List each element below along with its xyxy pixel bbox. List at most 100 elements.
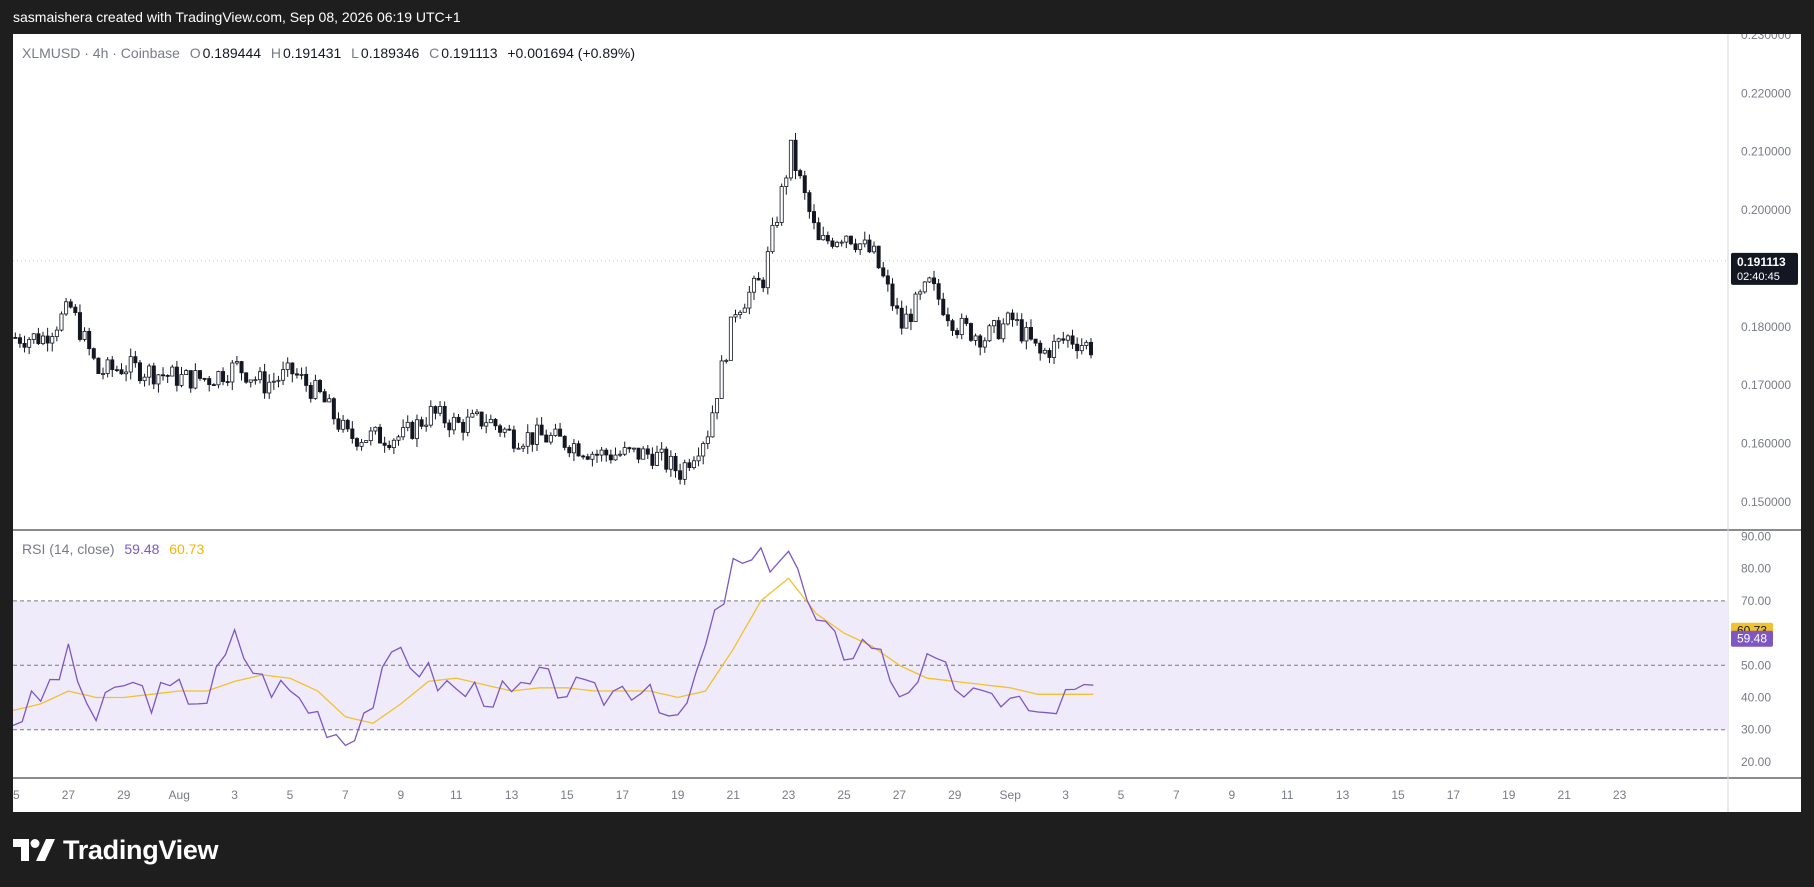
candle-body [502, 428, 507, 433]
candle-body [567, 447, 572, 454]
tradingview-brand: TradingView [63, 834, 219, 865]
candle-body [382, 442, 387, 446]
last-price-badge[interactable] [1731, 252, 1798, 285]
time-axis-label: 29 [117, 788, 131, 802]
candle-body [775, 222, 780, 226]
candle-body [327, 398, 332, 403]
tradingview-logo-icon [13, 839, 55, 861]
candle-body [530, 432, 535, 445]
candle-body [631, 447, 636, 450]
candle-body [558, 428, 563, 437]
open-value: 0.189444 [202, 45, 262, 61]
price-change: +0.001694 (+0.89%) [507, 45, 635, 61]
candle-body [1005, 312, 1010, 325]
high-value: 0.191431 [282, 45, 342, 61]
candle-body [267, 381, 272, 394]
candle-body [322, 391, 327, 403]
candle-body [895, 305, 900, 309]
time-axis-label: 19 [1502, 788, 1516, 802]
candle-body [678, 470, 683, 480]
rsi-indicator-name[interactable]: RSI (14, close) [22, 541, 115, 557]
rsi-ma-line [13, 577, 1094, 724]
candle-body [982, 340, 987, 348]
candle-body [188, 370, 193, 389]
candle-body [442, 406, 447, 424]
low-value: 0.189346 [360, 45, 420, 61]
time-axis-label: 5 [287, 788, 294, 802]
candle-body [470, 413, 475, 418]
candle-body [331, 398, 336, 420]
candle-body [534, 424, 539, 445]
candle-body [590, 453, 595, 460]
candle-body [1015, 319, 1020, 322]
candle-body [539, 424, 544, 436]
candle-body [636, 447, 641, 460]
candle-body [318, 380, 323, 393]
candle-body [230, 362, 235, 383]
candle-body [687, 462, 692, 468]
candle-body [308, 385, 313, 399]
candle-body [705, 436, 710, 444]
candle-body [581, 455, 586, 458]
chart-frame[interactable]: 0.230000 0.220000 0.210000 0.200000 0.180000… [13, 34, 1801, 812]
attribution-text: sasmaishera created with TradingView.com… [13, 9, 461, 25]
candle-body [1056, 338, 1061, 342]
rsi-scale-label: 70.00 [1741, 594, 1771, 608]
candle-body [257, 371, 262, 381]
candle-body [474, 411, 479, 414]
candle-body [1001, 323, 1006, 340]
candle-body [950, 320, 955, 331]
candle-body [770, 224, 775, 253]
rsi-scale-label: 20.00 [1741, 755, 1771, 769]
time-axis-label: 23 [1613, 788, 1627, 802]
time-axis-label: 11 [450, 788, 463, 802]
candle-body [932, 277, 937, 285]
candle-body [193, 370, 198, 389]
candle-body [276, 379, 281, 382]
candle-body [27, 339, 32, 348]
candle-body [599, 449, 604, 456]
candle-body [124, 371, 129, 375]
candle-body [738, 311, 743, 316]
candle-body [1079, 345, 1084, 352]
candle-body [784, 177, 789, 187]
candle-body [848, 235, 853, 245]
candle-body [525, 432, 530, 447]
candle-body [968, 323, 973, 341]
candle-body [978, 335, 983, 348]
candle-body [142, 376, 147, 382]
candle-body [114, 369, 119, 372]
symbol-legend: XLMUSD · 4h · Coinbase O 0.189444 H 0.1914… [22, 45, 637, 61]
candle-body [779, 186, 784, 223]
candle-body [867, 239, 872, 253]
candle-body [396, 436, 401, 441]
candle-body [248, 379, 253, 383]
candle-body [659, 448, 664, 453]
candle-body [137, 362, 142, 382]
candle-body [401, 427, 406, 438]
time-axis-label: 15 [560, 788, 574, 802]
candle-body [151, 365, 156, 385]
time-axis-label: 7 [342, 788, 349, 802]
chart-canvas[interactable]: 0.230000 0.220000 0.210000 0.200000 0.180000… [13, 34, 1801, 812]
symbol-name[interactable]: XLMUSD · 4h · Coinbase [22, 45, 180, 61]
rsi-line [13, 546, 1094, 747]
candle-body [290, 362, 295, 375]
candle-body [747, 291, 752, 309]
attribution-bar: sasmaishera created with TradingView.com… [0, 0, 1814, 34]
candle-body [553, 428, 558, 436]
candle-body [345, 419, 350, 430]
candle-body [174, 366, 179, 386]
candle-body [876, 245, 881, 269]
candle-body [364, 440, 369, 443]
price-scale-label: 0.200000 [1741, 203, 1791, 217]
rsi-ma-legend-value: 60.73 [169, 541, 205, 557]
candle-body [1061, 338, 1066, 341]
candle-body [862, 239, 867, 245]
candle-body [742, 307, 747, 313]
candle-body [447, 422, 452, 431]
candle-body [673, 455, 678, 472]
candle-body [313, 380, 318, 399]
candle-body [13, 337, 18, 339]
candle-body [913, 293, 918, 322]
